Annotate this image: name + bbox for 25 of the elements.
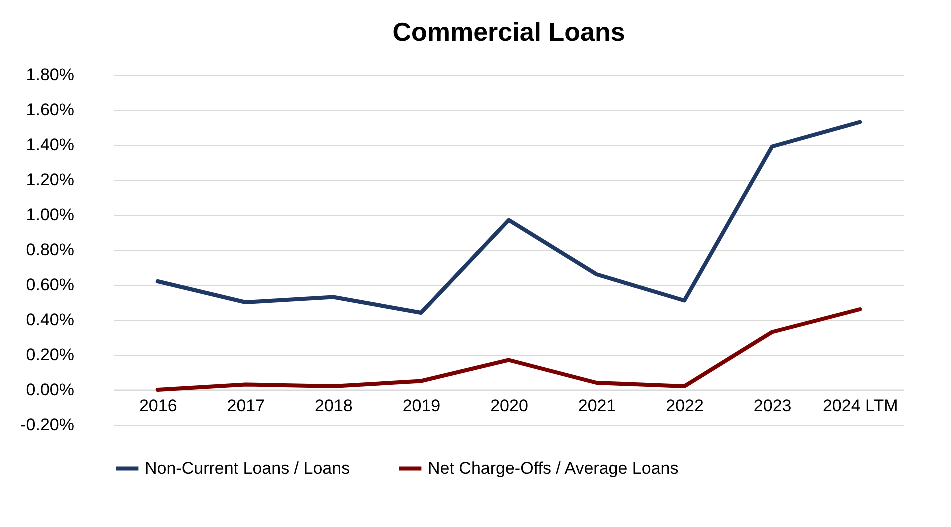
- legend-label: Non-Current Loans / Loans: [145, 458, 350, 478]
- y-tick-label: -0.20%: [20, 416, 74, 434]
- x-tick-label: 2024 LTM: [822, 396, 898, 416]
- y-tick-label: 1.80%: [26, 66, 74, 84]
- y-tick-label: 1.60%: [26, 100, 74, 120]
- chart-title: Commercial Loans: [392, 17, 626, 47]
- x-tick-label: 2021: [578, 396, 616, 416]
- x-tick-label: 2017: [227, 396, 266, 416]
- y-tick-label: 1.20%: [26, 170, 74, 190]
- x-tick-label: 2016: [139, 396, 178, 416]
- line-series: [156, 120, 862, 315]
- x-tick-label: 2020: [490, 396, 528, 416]
- y-tick-label: 1.00%: [26, 206, 74, 224]
- line-series: [156, 308, 862, 392]
- legend-label: Net Charge-Offs / Average Loans: [428, 458, 679, 478]
- y-tick-label: 0.40%: [26, 310, 74, 330]
- x-tick-label: 2019: [402, 396, 441, 416]
- x-tick-label: 2022: [666, 396, 704, 416]
- y-tick-label: 0.60%: [26, 276, 74, 294]
- y-tick-label: 0.00%: [26, 380, 74, 400]
- x-tick-label: 2023: [754, 396, 792, 416]
- x-tick-label: 2018: [315, 396, 353, 416]
- y-tick-label: 1.40%: [26, 136, 74, 154]
- y-tick-label: 0.20%: [26, 346, 74, 364]
- y-tick-label: 0.80%: [26, 240, 74, 260]
